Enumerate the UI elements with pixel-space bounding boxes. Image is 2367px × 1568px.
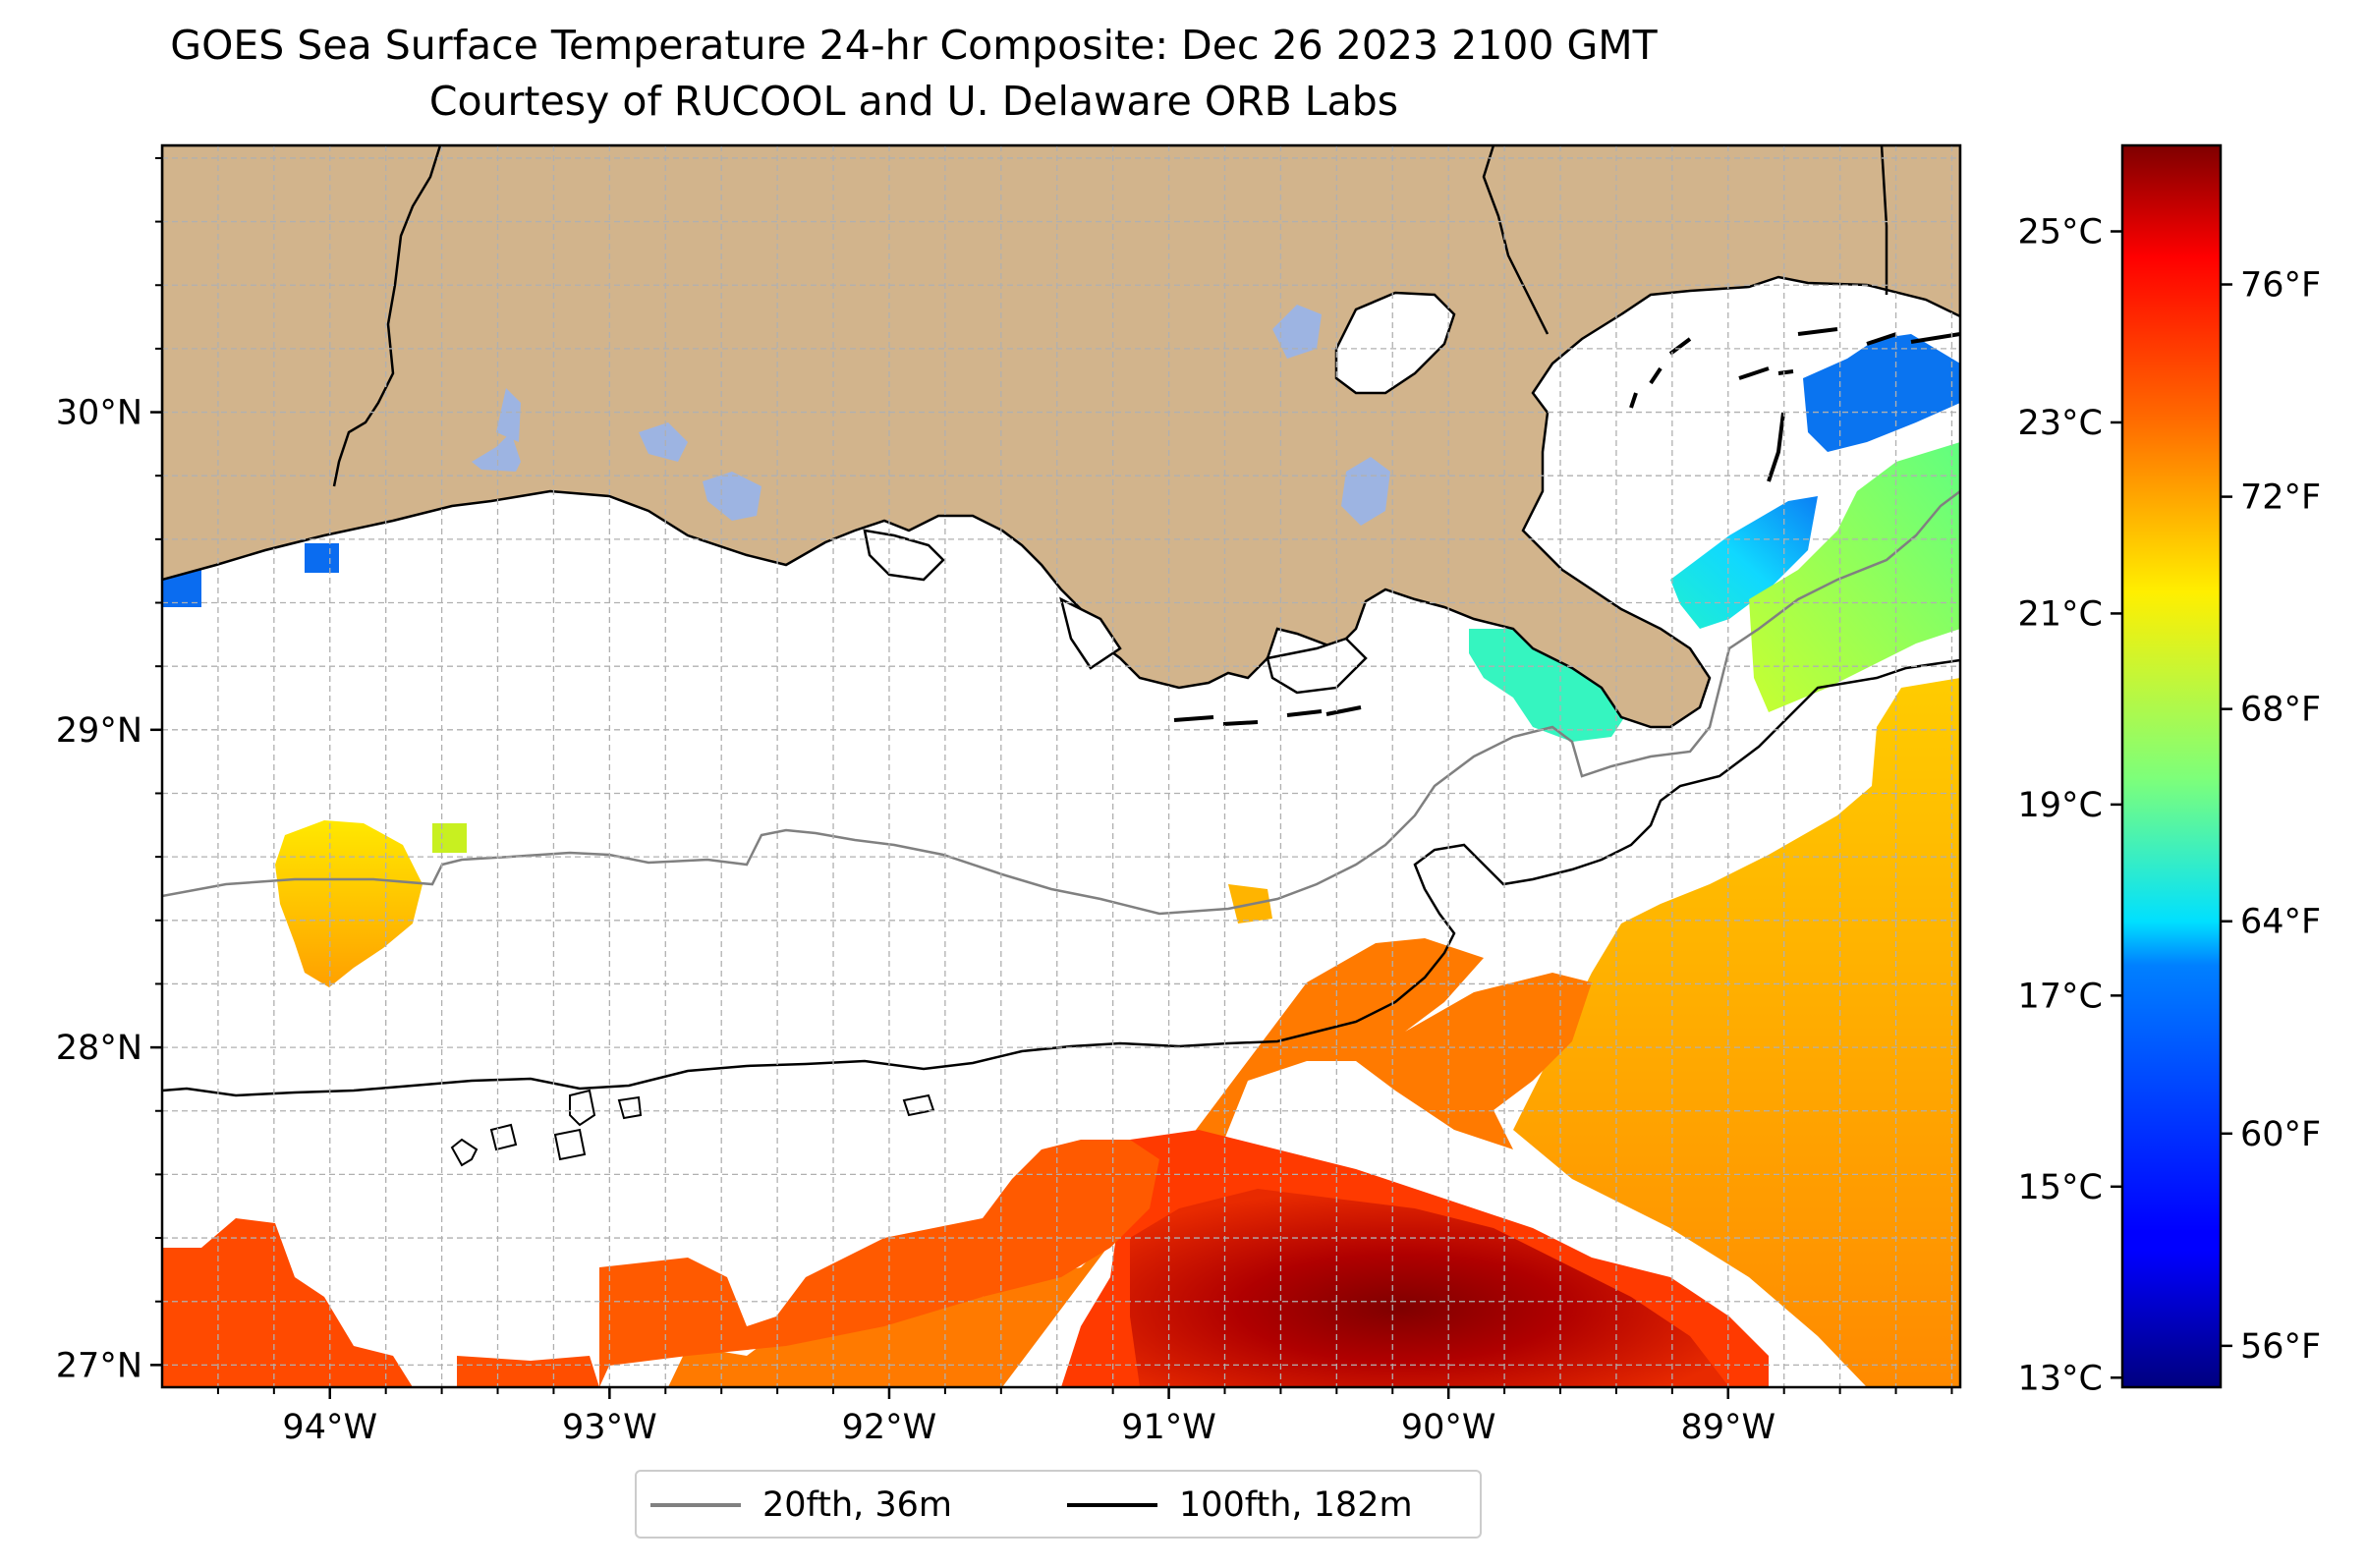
legend-item-100fth: 100fth, 182m — [1067, 1484, 1413, 1527]
sst-region-warm-core — [1130, 1189, 1729, 1387]
isobath-100fth-islands — [450, 1089, 935, 1167]
lake-grand — [639, 422, 688, 462]
lake-pontchartrain — [1334, 291, 1456, 395]
lon-tick-label: 89°W — [1680, 1408, 1775, 1447]
sst-region-small-patch — [432, 823, 467, 853]
sst-region-mid-shelf — [668, 938, 1592, 1387]
lake-calcasieu-north — [496, 388, 521, 442]
lake-white — [703, 472, 761, 521]
lake-calcasieu — [472, 432, 521, 472]
map-axis-ticks: 94°W 93°W 92°W 91°W 90°W 89°W 27°N 28°N 29°N 30°N — [56, 156, 1953, 1447]
colorbar — [2120, 143, 2223, 1389]
legend-line-20fth — [650, 1503, 741, 1507]
lat-tick-label: 29°N — [56, 711, 142, 751]
timbalier-bay — [1266, 637, 1368, 695]
vermilion-bay — [863, 529, 945, 582]
sst-region-chandeleur — [1670, 496, 1818, 629]
isobath-100fth — [162, 658, 1960, 1097]
lon-tick-label: 91°W — [1121, 1408, 1216, 1447]
sst-field — [162, 334, 1960, 1387]
state-border-pearl — [1482, 145, 1550, 335]
colorbar-label-f: 56°F — [2240, 1327, 2321, 1367]
lon-tick-label: 94°W — [282, 1408, 377, 1447]
sst-region-cold-pixel-1 — [305, 543, 339, 573]
legend-label-100fth: 100fth, 182m — [1179, 1485, 1413, 1525]
colorbar-label-f: 72°F — [2240, 478, 2321, 518]
colorbar-label-c: 19°C — [2018, 786, 2103, 825]
colorbar-label-f: 64°F — [2240, 903, 2321, 942]
sst-region-eastern-gulf — [1513, 678, 1960, 1387]
legend-item-20fth: 20fth, 36m — [650, 1484, 952, 1527]
lake-maurepas — [1272, 305, 1322, 359]
lake-salvador — [1341, 457, 1390, 526]
colorbar-label-c: 25°C — [2018, 213, 2103, 252]
atchafalaya-bay — [1059, 596, 1122, 670]
sst-region-sound-east — [1803, 334, 1960, 452]
sst-region-barataria — [1469, 629, 1631, 742]
sst-region-western-band — [162, 1218, 413, 1387]
lat-tick-label: 30°N — [56, 394, 142, 433]
map-area — [162, 145, 1960, 1387]
colorbar-label-c: 21°C — [2018, 594, 2103, 634]
legend-line-100fth — [1067, 1503, 1157, 1507]
isobath-20fth — [162, 490, 1960, 916]
map-grid — [162, 145, 1960, 1387]
lon-tick-label: 93°W — [562, 1408, 657, 1447]
colorbar-label-f: 68°F — [2240, 691, 2321, 730]
colorbar-label-f: 76°F — [2240, 266, 2321, 306]
map-title: GOES Sea Surface Temperature 24-hr Compo… — [170, 22, 1658, 69]
colorbar-ticks: 13°C 15°C 17°C 19°C 21°C 23°C 25°C 56°F 60°F 64°F… — [2018, 213, 2322, 1399]
lat-tick-label: 28°N — [56, 1029, 142, 1068]
colorbar-label-c: 17°C — [2018, 977, 2103, 1016]
lon-tick-label: 92°W — [842, 1408, 937, 1447]
map-subtitle: Courtesy of RUCOOL and U. Delaware ORB L… — [428, 78, 1399, 125]
state-border-alabama — [1880, 145, 1888, 295]
colorbar-label-f: 60°F — [2240, 1115, 2321, 1154]
lon-tick-label: 90°W — [1401, 1408, 1496, 1447]
map-frame — [160, 143, 1962, 1389]
lat-tick-label: 27°N — [56, 1346, 142, 1385]
colorbar-label-c: 15°C — [2018, 1168, 2103, 1207]
sst-region-central-band — [599, 1140, 1159, 1387]
land-mass — [162, 145, 1960, 729]
colorbar-label-c: 23°C — [2018, 404, 2103, 443]
legend-label-20fth: 20fth, 36m — [762, 1485, 953, 1525]
colorbar-label-c: 13°C — [2018, 1359, 2103, 1398]
sst-region-mississippi-sound — [1749, 442, 1960, 712]
isobath-legend: 20fth, 36m 100fth, 182m — [635, 1470, 1482, 1539]
sst-region-western-band-2 — [457, 1356, 599, 1387]
